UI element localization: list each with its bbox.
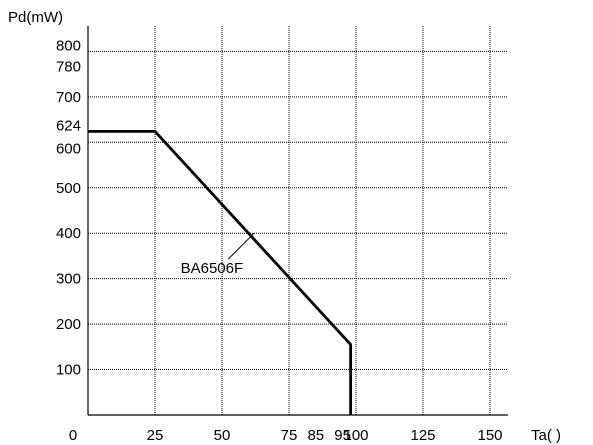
y-tick-label: 624	[56, 117, 81, 134]
grid	[88, 26, 508, 415]
x-tick-label: 125	[410, 427, 435, 444]
x-tick-label: 50	[214, 427, 231, 444]
x-axis-label: Ta( )	[531, 427, 561, 444]
labels-layer: 100 200 300 400 500 600 624 700 780 800 0 25 50 75 85 9…	[56, 37, 503, 444]
series-line-ba6506f	[88, 129, 353, 415]
y-tick-label: 400	[56, 225, 81, 242]
axes	[87, 26, 508, 416]
annotation-leader	[227, 232, 255, 260]
y-tick-label: 800	[56, 37, 81, 54]
x-tick-label: 150	[477, 427, 502, 444]
x-tick-label: 85	[307, 427, 324, 444]
y-tick-label: 300	[56, 271, 81, 288]
y-tick-label: 200	[56, 316, 81, 333]
x-tick-label: 95	[334, 427, 351, 444]
x-tick-label: 25	[147, 427, 164, 444]
y-tick-label: 780	[56, 58, 81, 75]
y-tick-label: 500	[56, 180, 81, 197]
y-tick-label: 700	[56, 89, 81, 106]
x-tick-label: 75	[281, 427, 298, 444]
annotation-label: BA6506F	[181, 260, 244, 277]
y-axis-label: Pd(mW)	[8, 9, 63, 26]
y-tick-label: 100	[56, 362, 81, 379]
y-tick-label: 600	[56, 140, 81, 157]
series-layer	[88, 129, 353, 415]
x-tick-label: 0	[69, 427, 77, 444]
x-tick-label: 100	[343, 427, 368, 444]
